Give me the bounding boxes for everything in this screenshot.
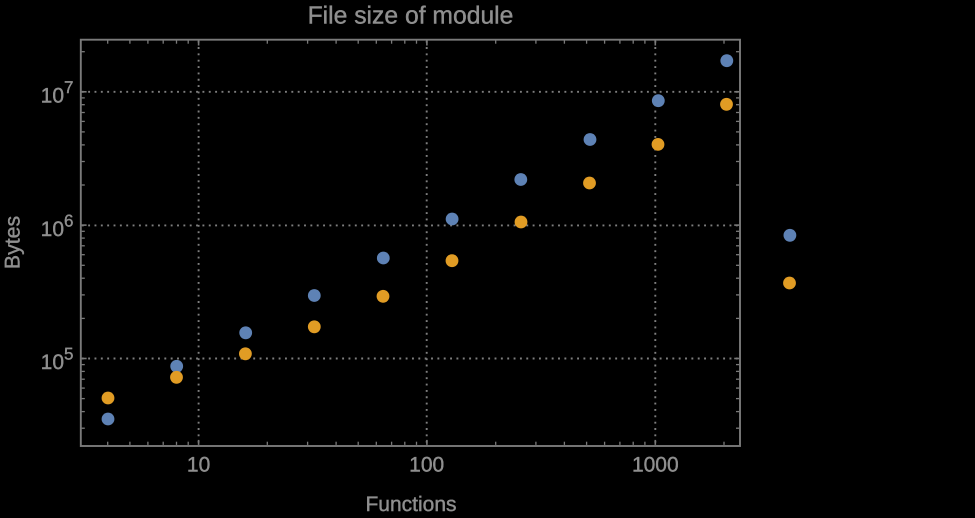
- svg-text:File size of module: File size of module: [308, 3, 514, 30]
- svg-text:1000: 1000: [632, 454, 679, 477]
- svg-text:Functions: Functions: [365, 493, 456, 513]
- svg-text:100: 100: [409, 454, 444, 477]
- svg-text:Bytes: Bytes: [1, 216, 25, 269]
- svg-text:10: 10: [187, 454, 210, 477]
